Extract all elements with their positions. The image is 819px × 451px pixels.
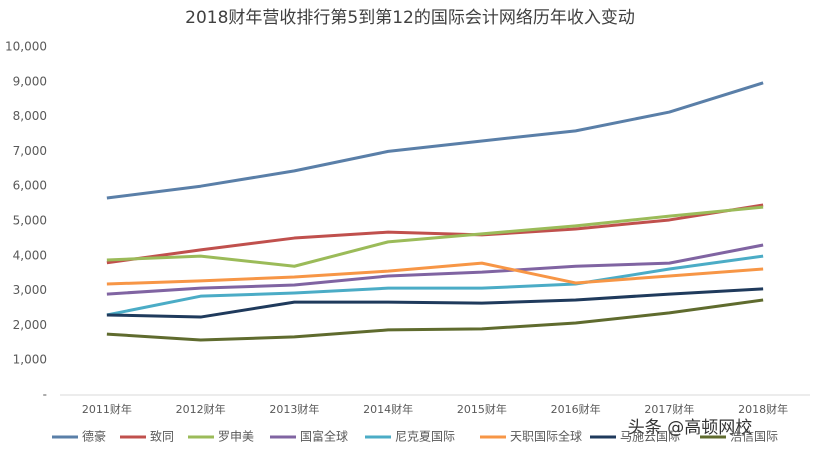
y-tick-label: 9,000 (13, 74, 47, 88)
series-line (106, 243, 764, 296)
x-tick-label: 2016财年 (551, 402, 601, 416)
series-line (106, 298, 764, 342)
legend-label: 致同 (150, 430, 174, 444)
legend-label: 马施云国际 (620, 430, 680, 444)
y-tick-label: 1,000 (13, 353, 47, 367)
series-line (106, 287, 764, 319)
chart-title: 2018财年营收排行第5到第12的国际会计网络历年收入变动 (185, 8, 635, 28)
x-tick-label: 2014财年 (363, 402, 413, 416)
x-tick-label: 2013财年 (269, 402, 319, 416)
legend-label: 罗申美 (218, 430, 254, 444)
y-tick-label: 10,000 (5, 40, 47, 54)
y-tick-label: 8,000 (13, 109, 47, 123)
series-line (106, 205, 764, 268)
legend-label: 天职国际全球 (510, 429, 582, 444)
watermark: 头条 @高顿网校 (628, 418, 752, 438)
y-tick-label: 7,000 (13, 144, 47, 158)
y-tick-label: - (43, 388, 47, 402)
x-tick-label: 2012财年 (176, 402, 226, 416)
y-tick-label: 4,000 (13, 248, 47, 262)
y-tick-label: 3,000 (13, 283, 47, 297)
x-tick-label: 2018财年 (738, 402, 788, 416)
legend-label: 尼克夏国际 (395, 430, 455, 444)
legend-label: 国富全球 (300, 429, 348, 444)
series-line (106, 203, 764, 265)
series-line (106, 254, 764, 317)
legend-label: 德豪 (82, 429, 106, 444)
y-tick-label: 6,000 (13, 179, 47, 193)
x-tick-label: 2017财年 (644, 402, 694, 416)
series-line (106, 81, 764, 200)
y-tick-label: 5,000 (13, 214, 47, 228)
x-tick-label: 2015财年 (457, 402, 507, 416)
series-line (106, 261, 764, 286)
x-tick-label: 2011财年 (82, 402, 132, 416)
legend-label: 浩信国际 (730, 430, 778, 444)
y-tick-label: 2,000 (13, 318, 47, 332)
